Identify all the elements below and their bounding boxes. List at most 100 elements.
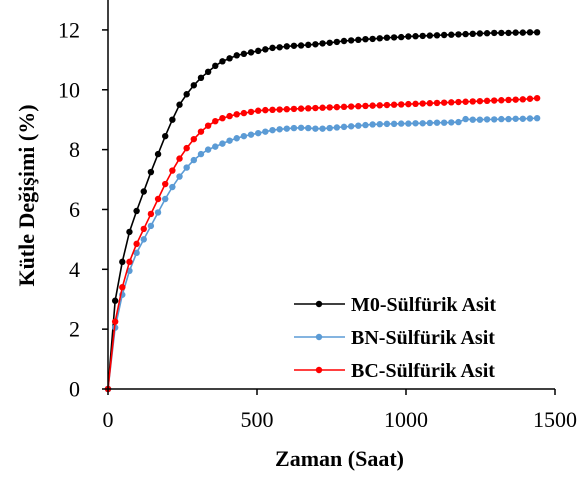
- data-point: [412, 33, 419, 40]
- x-tick-label: 1000: [384, 407, 428, 432]
- data-point: [197, 128, 205, 135]
- data-point: [197, 74, 205, 82]
- y-tick-label: 2: [69, 317, 80, 342]
- data-point: [491, 116, 498, 123]
- data-point: [355, 36, 362, 43]
- data-point: [462, 115, 469, 123]
- data-point: [505, 115, 512, 123]
- data-point: [469, 30, 476, 38]
- data-point: [204, 122, 212, 129]
- data-point: [283, 125, 290, 132]
- data-point: [169, 183, 176, 191]
- data-point: [526, 115, 534, 122]
- data-point: [519, 96, 527, 103]
- data-point: [312, 41, 319, 48]
- plot-area: [104, 29, 541, 393]
- data-point: [140, 188, 147, 195]
- y-tick-label: 8: [69, 137, 80, 162]
- y-axis-ticks: 0 2 4 6 8 10 12: [58, 17, 108, 402]
- data-point: [297, 105, 305, 112]
- data-point: [269, 126, 276, 134]
- data-point: [176, 173, 183, 180]
- legend-item: BC-Sülfürik Asit: [294, 360, 495, 382]
- legend-label: M0-Sülfürik Asit: [351, 294, 496, 316]
- data-point: [383, 120, 391, 128]
- data-point: [448, 31, 455, 38]
- data-point: [183, 164, 190, 171]
- data-point: [312, 104, 319, 112]
- data-point: [290, 42, 298, 49]
- data-point: [276, 126, 283, 133]
- data-point: [226, 137, 233, 144]
- data-point: [169, 116, 176, 123]
- data-point: [426, 119, 434, 127]
- data-point: [140, 236, 147, 243]
- data-point: [269, 106, 276, 114]
- data-point: [440, 99, 448, 106]
- data-point: [476, 116, 484, 123]
- y-tick-label: 10: [58, 77, 80, 102]
- legend: M0-Sülfürik Asit BN-Sülfürik Asit BC-Sülfü…: [294, 294, 496, 382]
- data-point: [126, 258, 133, 266]
- data-point: [333, 124, 341, 131]
- data-point: [333, 103, 341, 111]
- data-point: [340, 103, 348, 111]
- data-point: [376, 102, 383, 109]
- data-point: [162, 180, 169, 188]
- data-point: [240, 50, 248, 58]
- data-point: [190, 135, 198, 143]
- data-point: [369, 35, 376, 43]
- data-point: [212, 143, 219, 150]
- data-point: [483, 97, 491, 105]
- data-point: [476, 97, 484, 105]
- data-point: [505, 29, 512, 37]
- x-tick-label: 1500: [533, 407, 577, 432]
- x-tick-label: 0: [103, 407, 114, 432]
- data-point: [147, 168, 155, 176]
- data-point: [355, 103, 362, 110]
- data-point: [219, 58, 226, 65]
- legend-marker: [315, 300, 323, 308]
- data-point: [433, 99, 441, 107]
- data-point: [183, 91, 190, 98]
- data-point: [111, 318, 119, 325]
- data-point: [247, 131, 255, 138]
- data-point: [333, 38, 341, 46]
- data-point: [512, 115, 519, 122]
- data-point: [412, 120, 419, 127]
- y-tick-label: 6: [69, 197, 80, 222]
- data-point: [147, 222, 155, 230]
- y-axis-title: Kütle Değişimi (%): [14, 104, 39, 286]
- data-point: [398, 120, 405, 127]
- data-point: [247, 108, 255, 116]
- data-point: [512, 29, 519, 36]
- x-axis-ticks: 0 500 1000 1500: [103, 389, 577, 432]
- data-point: [133, 207, 140, 215]
- y-tick-label: 0: [69, 377, 80, 402]
- data-point: [512, 96, 519, 103]
- data-point: [233, 111, 240, 118]
- data-point: [197, 150, 205, 158]
- data-point: [419, 120, 426, 127]
- data-point: [319, 125, 326, 132]
- data-point: [433, 119, 441, 126]
- data-point: [412, 100, 419, 108]
- data-point: [347, 103, 355, 110]
- data-point: [133, 240, 140, 248]
- data-point: [347, 123, 355, 130]
- data-point: [119, 284, 126, 291]
- data-point: [369, 121, 376, 128]
- data-point: [462, 98, 469, 105]
- data-point: [154, 209, 162, 216]
- data-point: [491, 97, 498, 104]
- data-point: [297, 42, 305, 49]
- data-point: [476, 30, 484, 37]
- data-point: [283, 43, 290, 50]
- data-point: [133, 249, 140, 257]
- data-point: [305, 105, 312, 112]
- data-point: [519, 29, 527, 36]
- data-point: [262, 106, 269, 114]
- data-point: [362, 36, 369, 43]
- data-point: [355, 122, 362, 129]
- data-point: [440, 119, 448, 126]
